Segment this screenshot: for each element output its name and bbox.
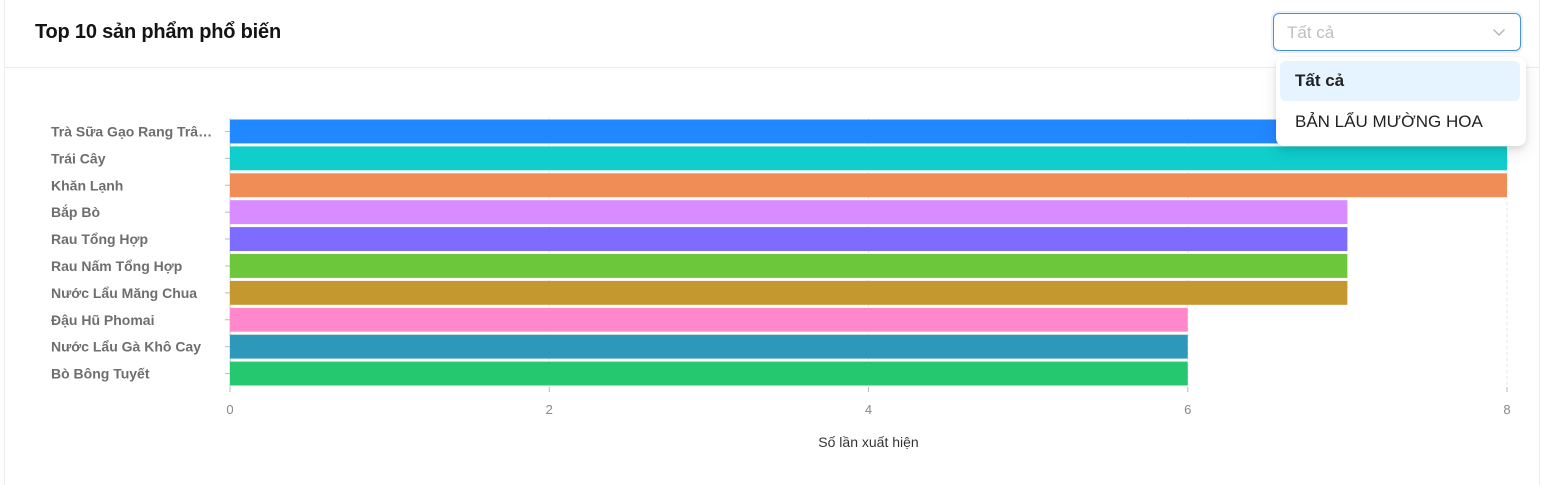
x-tick-label-4: 8: [1503, 402, 1510, 417]
store-filter-value: Tất cả: [1287, 23, 1335, 42]
category-label-6: Nước Lẩu Măng Chua: [51, 285, 197, 301]
bar-0: [230, 119, 1507, 144]
bar-6: [230, 280, 1348, 305]
category-label-4: Rau Tổng Hợp: [51, 231, 148, 247]
chart-title: Top 10 sản phẩm phổ biến: [35, 21, 281, 43]
x-tick-label-1: 2: [546, 402, 553, 417]
card-header: Top 10 sản phẩm phổ biến: [5, 0, 1539, 68]
option-ban-lau-muong-hoa[interactable]: BẢN LẨU MƯỜNG HOA: [1295, 112, 1483, 131]
store-filter-dropdown: Tất cả BẢN LẨU MƯỜNG HOA: [1276, 57, 1526, 146]
category-label-5: Rau Nấm Tổng Hợp: [51, 258, 182, 274]
bar-3: [230, 200, 1348, 225]
bar-9: [230, 361, 1188, 386]
x-tick-label-0: 0: [226, 402, 233, 417]
category-label-1: Trái Cây: [51, 150, 106, 166]
category-label-2: Khăn Lạnh: [51, 177, 123, 193]
bar-4: [230, 227, 1348, 251]
option-all[interactable]: Tất cả: [1280, 61, 1520, 101]
bar-1: [230, 146, 1507, 171]
bar-7: [230, 307, 1188, 332]
category-label-0: Trà Sữa Gạo Rang Trâ…: [51, 123, 212, 139]
x-axis-title: Số lần xuất hiện: [818, 434, 918, 450]
chevron-down-icon: [1493, 29, 1505, 36]
x-tick-label-2: 4: [865, 402, 872, 417]
bar-2: [230, 173, 1507, 198]
category-label-9: Bò Bông Tuyết: [51, 366, 150, 382]
bar-5: [230, 254, 1348, 278]
category-label-7: Đậu Hũ Phomai: [51, 312, 154, 328]
store-filter-select[interactable]: Tất cả: [1273, 13, 1521, 51]
x-tick-label-3: 6: [1184, 402, 1191, 417]
bar-8: [230, 334, 1188, 359]
category-label-3: Bắp Bò: [51, 203, 100, 220]
category-label-8: Nước Lẩu Gà Khô Cay: [51, 339, 201, 355]
